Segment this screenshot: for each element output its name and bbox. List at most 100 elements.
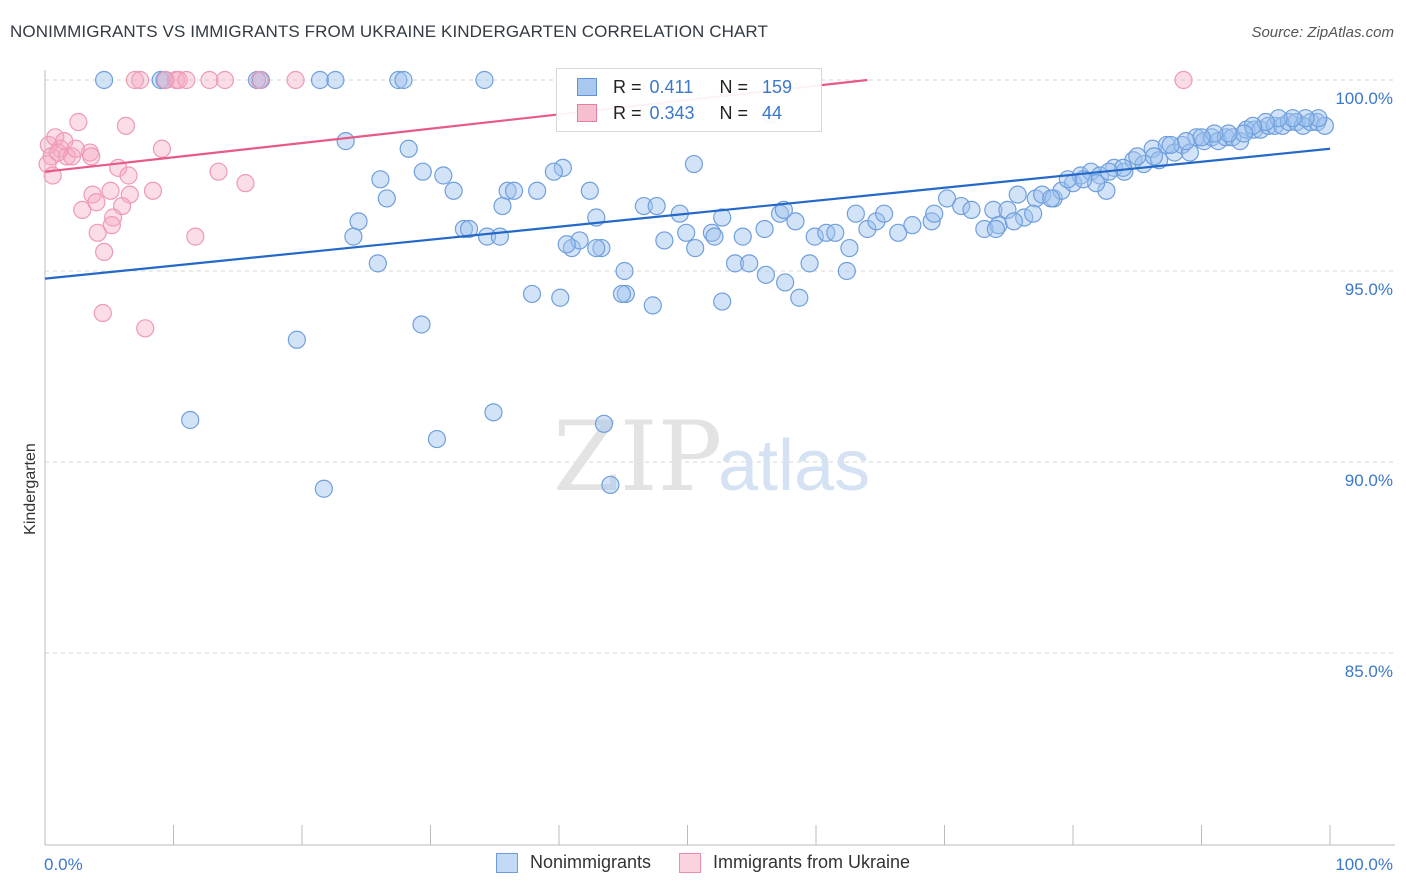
point-nonimmigrant: [580, 181, 599, 200]
point-nonimmigrant: [875, 204, 894, 223]
point-ukraine: [38, 154, 57, 174]
point-nonimmigrant: [612, 284, 632, 304]
point-nonimmigrant: [1058, 170, 1077, 189]
point-nonimmigrant: [475, 70, 494, 90]
point-ukraine: [82, 147, 101, 166]
point-nonimmigrant: [1008, 185, 1027, 204]
point-ukraine: [177, 70, 196, 90]
point-ukraine: [136, 319, 155, 338]
point-nonimmigrant: [592, 238, 611, 258]
y-tick-label: 85.0%: [1345, 662, 1393, 681]
point-nonimmigrant: [826, 223, 845, 242]
legend-r-label: R =: [613, 76, 642, 97]
point-nonimmigrant: [389, 70, 408, 90]
stats-legend: R = 0.411 N = 159 R = 0.343 N = 44: [556, 68, 822, 132]
point-nonimmigrant: [377, 189, 396, 208]
legend-item-ukraine[interactable]: Immigrants from Ukraine: [679, 852, 910, 873]
watermark-atlas: atlas: [718, 426, 870, 506]
legend-row-nonimmigrants: R = 0.411 N = 159: [577, 75, 792, 99]
legend-item-nonimmigrants[interactable]: Nonimmigrants: [495, 852, 651, 873]
point-nonimmigrant: [684, 154, 704, 174]
point-nonimmigrant: [412, 315, 431, 334]
legend-n-value: 44: [762, 102, 783, 123]
legend-n-label: N =: [719, 76, 749, 97]
point-ukraine: [119, 166, 138, 185]
point-nonimmigrant: [490, 227, 509, 246]
point-nonimmigrant: [937, 189, 957, 208]
point-nonimmigrant: [1296, 109, 1315, 128]
point-ukraine: [104, 208, 123, 227]
point-ukraine: [87, 193, 106, 212]
x-tick-label: 100.0%: [1335, 855, 1393, 874]
point-nonimmigrant: [725, 254, 745, 273]
point-nonimmigrant: [986, 219, 1006, 239]
y-tick-label: 95.0%: [1345, 280, 1393, 299]
series-nonimmigrants: [95, 70, 1334, 498]
legend-swatch-blue: [495, 852, 518, 873]
point-ukraine: [152, 139, 172, 158]
point-ukraine: [130, 70, 150, 90]
point-nonimmigrant: [903, 216, 922, 235]
point-ukraine: [73, 200, 92, 219]
point-nonimmigrant: [181, 410, 200, 430]
point-ukraine: [101, 181, 120, 200]
grid-lines: [45, 79, 1395, 654]
series-ukraine: [38, 70, 1193, 338]
legend-n-label: N =: [719, 102, 749, 123]
point-ukraine: [143, 181, 163, 200]
source-label: Source: ZipAtlas.com: [1251, 24, 1394, 41]
point-nonimmigrant: [551, 288, 570, 307]
x-tick-label: 0.0%: [44, 855, 83, 874]
series-legend: Nonimmigrants Immigrants from Ukraine: [0, 852, 1406, 873]
point-nonimmigrant: [925, 204, 944, 223]
point-nonimmigrant: [846, 204, 865, 223]
point-nonimmigrant: [962, 200, 981, 219]
point-ukraine: [46, 128, 65, 147]
point-nonimmigrant: [889, 223, 908, 242]
chart-title: NONIMMIGRANTS VS IMMIGRANTS FROM UKRAINE…: [10, 22, 768, 41]
point-nonimmigrant: [1004, 212, 1023, 231]
point-nonimmigrant: [394, 70, 413, 90]
point-nonimmigrant: [1283, 109, 1302, 128]
point-nonimmigrant: [952, 196, 971, 216]
point-nonimmigrant: [1157, 135, 1176, 155]
point-nonimmigrant: [557, 235, 576, 254]
point-nonimmigrant: [733, 227, 752, 246]
point-nonimmigrant: [755, 219, 774, 239]
point-nonimmigrant: [805, 227, 824, 246]
point-nonimmigrant: [326, 70, 345, 90]
point-nonimmigrant: [459, 219, 479, 239]
point-ukraine: [69, 112, 88, 132]
point-nonimmigrant: [713, 292, 732, 311]
y-tick-label: 90.0%: [1345, 471, 1393, 490]
y-tick-labels: 100.0% 95.0% 90.0% 85.0%: [1335, 89, 1393, 681]
point-nonimmigrant: [1033, 185, 1052, 204]
point-nonimmigrant: [1097, 181, 1116, 200]
point-nonimmigrant: [1219, 124, 1238, 143]
legend-swatch-pink: [577, 104, 597, 122]
legend-r-label: R =: [613, 102, 642, 123]
point-ukraine: [156, 70, 175, 90]
point-nonimmigrant: [1024, 204, 1043, 223]
point-nonimmigrant: [1180, 143, 1200, 162]
point-ukraine: [169, 70, 188, 90]
point-nonimmigrant: [790, 288, 809, 307]
point-nonimmigrant: [1042, 189, 1061, 208]
legend-label: Nonimmigrants: [529, 852, 651, 872]
point-nonimmigrant: [528, 181, 547, 200]
point-ukraine: [209, 162, 228, 181]
point-nonimmigrant: [484, 403, 503, 422]
point-nonimmigrant: [314, 479, 333, 498]
point-nonimmigrant: [444, 181, 463, 200]
point-nonimmigrant: [349, 212, 368, 231]
point-nonimmigrant: [616, 284, 635, 304]
legend-n-value: 159: [762, 76, 793, 97]
point-ukraine: [250, 70, 269, 90]
point-nonimmigrant: [647, 196, 666, 216]
point-nonimmigrant: [713, 208, 732, 227]
point-nonimmigrant: [434, 166, 453, 185]
point-nonimmigrant: [344, 227, 363, 246]
trend-line-nonimmigrants: [44, 147, 1331, 280]
x-tick-labels: 0.0% 100.0%: [44, 855, 1393, 874]
point-nonimmigrant: [368, 254, 387, 273]
